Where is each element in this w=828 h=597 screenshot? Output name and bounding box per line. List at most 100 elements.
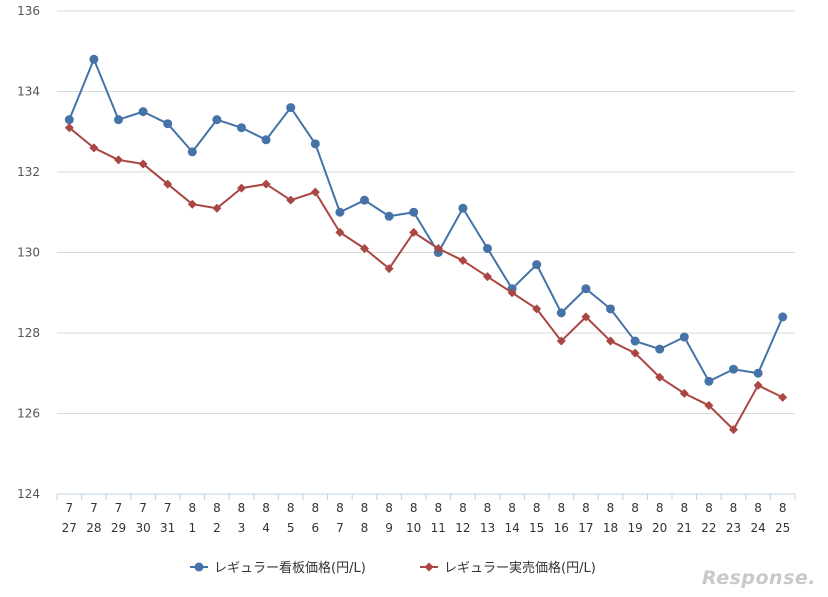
data-point [237,123,246,133]
x-tick-month: 8 [434,501,442,515]
legend-item-2: レギュラー実売価格(円/L) [420,560,596,576]
x-tick-day: 21 [677,521,692,535]
data-point [286,103,296,113]
x-tick-month: 8 [188,501,196,515]
y-tick-label: 132 [17,165,40,179]
x-tick-month: 8 [557,501,565,515]
data-point [64,115,74,125]
y-tick-label: 124 [17,487,40,501]
data-point [286,195,296,205]
x-tick-month: 7 [115,501,123,515]
x-tick-month: 7 [90,501,98,515]
series-line [68,58,784,383]
x-tick-day: 28 [86,521,101,535]
x-tick-month: 8 [238,501,246,515]
x-tick-day: 4 [262,521,270,535]
x-tick-day: 24 [750,521,765,535]
data-point [237,183,246,193]
data-point [679,332,689,342]
y-tick-label: 126 [17,407,40,421]
series-lines [64,54,788,435]
data-point [507,288,517,298]
x-tick-month: 7 [164,501,172,515]
x-tick-day: 18 [603,521,618,535]
legend-circle-marker [194,562,204,572]
x-tick-month: 8 [730,501,738,515]
legend-label: レギュラー実売価格(円/L) [444,560,596,576]
data-point [212,115,222,125]
x-tick-month: 8 [779,501,787,515]
data-point [581,284,591,294]
x-tick-month: 8 [607,501,615,515]
y-tick-label: 128 [17,326,40,340]
legend-label: レギュラー看板価格(円/L) [214,560,366,576]
series-2 [64,123,788,435]
data-point [433,243,443,253]
legend-item-1: レギュラー看板価格(円/L) [190,560,366,576]
data-point [163,179,173,189]
data-point [581,312,591,322]
x-tick-month: 8 [385,501,393,515]
data-point [606,336,615,346]
response-watermark: Response. [702,567,816,589]
y-axis-ticks: 124 126 128 130 132 134 136 [17,4,40,501]
x-tick-day: 6 [311,521,319,535]
legend: レギュラー看板価格(円/L) レギュラー実売価格(円/L) [190,560,596,576]
data-point [261,135,271,145]
data-point [114,155,123,165]
x-tick-month: 8 [459,501,467,515]
x-tick-day: 3 [238,521,246,535]
x-tick-month: 8 [336,501,344,515]
y-tick-label: 130 [17,246,40,260]
data-point [483,243,492,253]
data-point [138,159,148,169]
x-tick-day: 25 [775,521,790,535]
data-point [360,243,369,253]
data-point [310,139,320,149]
x-tick-month: 8 [582,501,590,515]
data-point [261,179,271,189]
data-point [630,336,640,346]
data-point [753,368,763,378]
x-tick-day: 9 [385,521,393,535]
series-line [68,126,784,431]
data-point [384,264,394,274]
x-axis-ticks: 7277287297307318182838485868788898108118… [62,501,791,535]
data-point [409,227,419,237]
y-tick-label: 134 [17,85,40,99]
data-point [458,256,468,266]
data-point [187,147,197,157]
x-tick-month: 8 [705,501,713,515]
data-point [655,372,665,382]
data-point [384,211,394,221]
data-point [409,207,419,217]
x-tick-month: 8 [631,501,639,515]
data-point [556,308,566,318]
x-tick-day: 10 [406,521,421,535]
x-tick-month: 7 [139,501,147,515]
data-point [114,115,123,125]
data-point [704,376,714,386]
data-point [778,312,788,322]
axes [56,493,796,500]
y-tick-label: 136 [17,4,40,18]
x-tick-day: 12 [455,521,470,535]
data-point [335,227,345,237]
data-point [704,400,714,410]
x-tick-day: 5 [287,521,295,535]
data-point [729,425,738,435]
data-point [458,203,468,213]
data-point [163,119,173,129]
x-tick-day: 14 [504,521,519,535]
data-point [778,392,788,402]
x-tick-day: 27 [62,521,77,535]
x-tick-day: 30 [135,521,150,535]
x-tick-day: 20 [652,521,667,535]
x-tick-day: 1 [188,521,196,535]
x-tick-month: 8 [656,501,664,515]
x-tick-day: 23 [726,521,741,535]
data-point [753,380,763,390]
x-tick-day: 11 [431,521,446,535]
x-tick-day: 7 [336,521,344,535]
